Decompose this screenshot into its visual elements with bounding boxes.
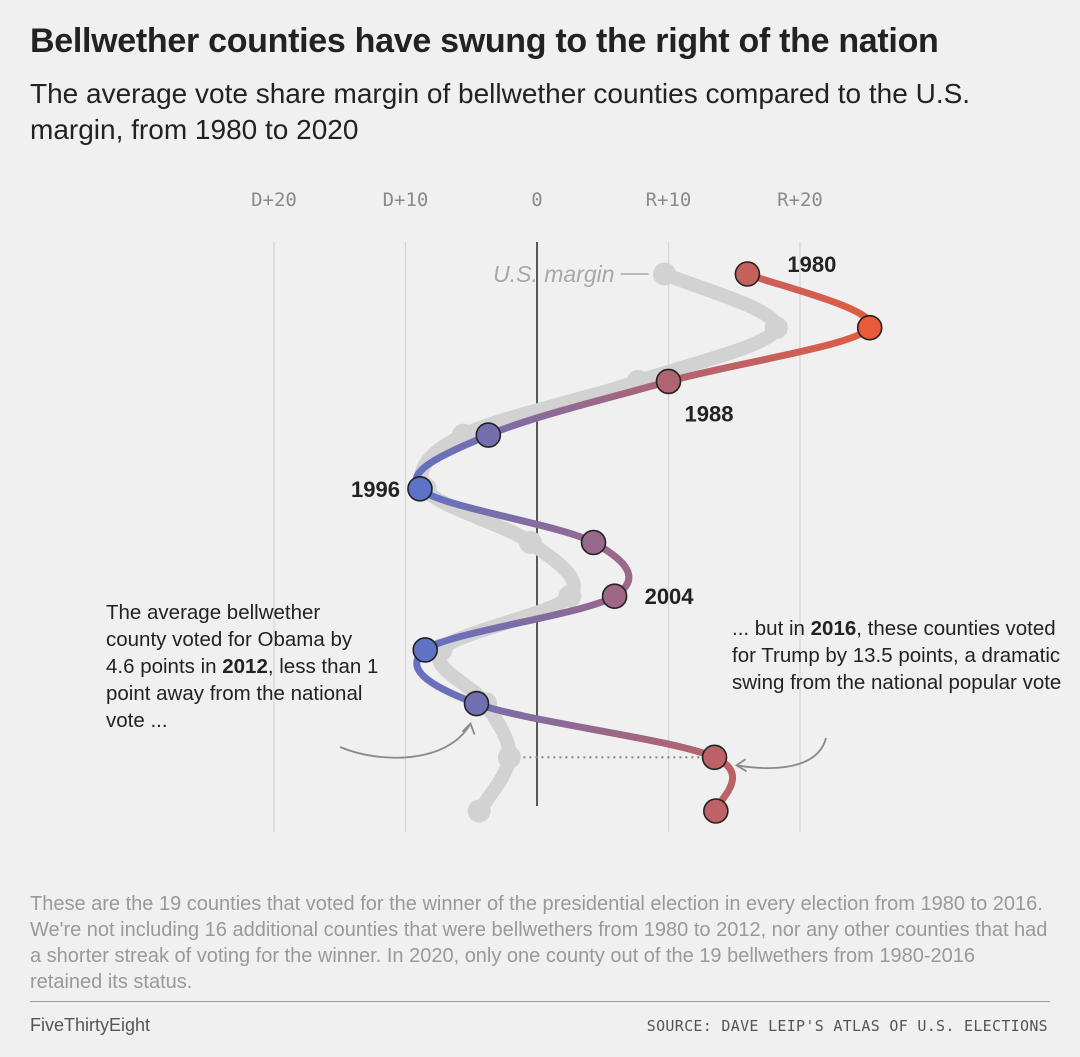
bellwether-point <box>701 744 728 771</box>
bellwether-point <box>407 475 433 502</box>
bellwether-line <box>412 270 875 815</box>
footer-divider <box>30 1001 1050 1002</box>
annotation-2012-text-1: The average bellwether county voted for … <box>106 601 353 678</box>
us-margin-point <box>497 745 521 769</box>
year-labels: 1980 1988 1996 2004 <box>351 252 836 609</box>
x-tick-label: D+10 <box>383 189 429 211</box>
us-margin-point <box>467 799 491 823</box>
us-margin-point <box>518 531 542 554</box>
us-margin-label: U.S. margin <box>493 261 614 287</box>
bellwether-point <box>475 422 502 448</box>
chart-title: Bellwether counties have swung to the ri… <box>30 22 939 60</box>
bellwether-point <box>601 583 628 610</box>
bellwether-point <box>703 798 729 824</box>
us-margin-point <box>558 584 582 608</box>
arrow-2012 <box>339 723 472 759</box>
bellwether-point <box>856 314 883 341</box>
x-tick-label: R+20 <box>777 189 823 211</box>
x-tick-label: R+10 <box>646 189 692 211</box>
source-label: SOURCE: DAVE LEIP'S ATLAS OF U.S. ELECTI… <box>646 1017 1048 1035</box>
brand-label: FiveThirtyEight <box>30 1015 151 1035</box>
bellwether-point <box>655 368 682 395</box>
arrow-2016 <box>736 737 827 769</box>
annotation-2016-text-2: , these counties voted for Trump by 13.5… <box>732 617 1062 694</box>
arrowhead-2016 <box>734 758 747 773</box>
annotation-2012: The average bellwether county voted for … <box>106 599 386 734</box>
year-label-1996: 1996 <box>351 477 400 502</box>
annotation-2016: ... but in 2016, these counties voted fo… <box>732 615 1072 696</box>
year-label-1988: 1988 <box>685 401 734 426</box>
chart-area: D+20 D+10 0 R+10 R+20 U.S. margin 1980198819… <box>251 189 883 832</box>
annotation-2012-year: 2012 <box>222 655 268 678</box>
us-margin-point <box>764 316 788 340</box>
x-tick-label: D+20 <box>251 189 297 211</box>
bellwether-point <box>734 261 761 287</box>
year-label-1980: 1980 <box>787 252 836 277</box>
annotation-arrows <box>339 721 827 773</box>
us-margin-point <box>653 262 677 286</box>
year-label-2004: 2004 <box>645 584 695 609</box>
us-margin-label-group: U.S. margin <box>493 261 649 287</box>
bellwether-point <box>463 690 490 717</box>
annotation-2016-text-1: ... but in <box>732 617 811 640</box>
bellwether-point <box>412 637 439 663</box>
x-tick-label: 0 <box>531 189 542 211</box>
x-axis-ticks: D+20 D+10 0 R+10 R+20 <box>251 189 823 211</box>
footnote: These are the 19 counties that voted for… <box>30 893 1048 993</box>
arrowhead-2012 <box>461 721 476 735</box>
annotation-2012-text-2: , less than 1 point away from the nation… <box>106 655 379 732</box>
bellwether-point <box>580 529 607 556</box>
annotation-2016-year: 2016 <box>810 617 857 640</box>
bellwether-series <box>407 261 883 824</box>
chart-subtitle: The average vote share margin of bellwet… <box>30 78 971 145</box>
